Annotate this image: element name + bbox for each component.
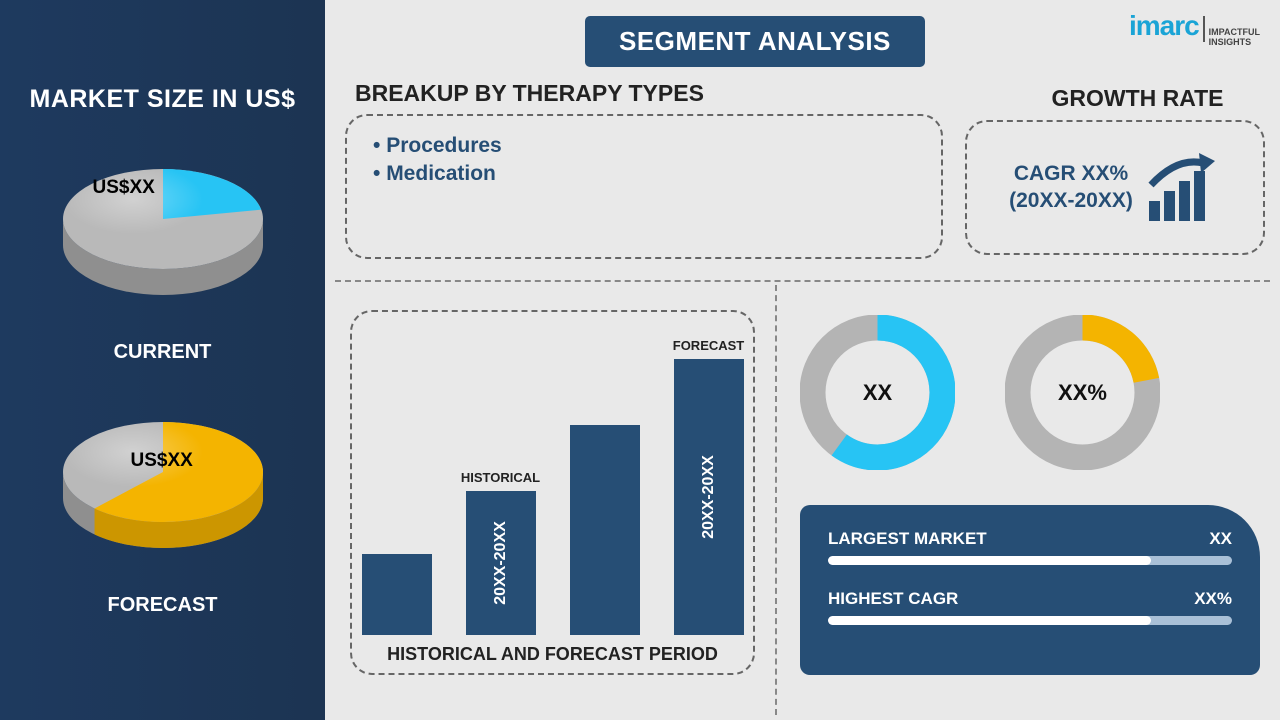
brand-logo: imarc IMPACTFULINSIGHTS (1129, 10, 1260, 48)
stat-row: LARGEST MARKET XX (828, 529, 1232, 565)
market-size-title: MARKET SIZE IN US$ (30, 85, 296, 114)
breakup-item: Procedures (373, 134, 915, 158)
stat-row: HIGHEST CAGR XX% (828, 589, 1232, 625)
stat-track (828, 616, 1232, 625)
stat-value: XX (1209, 529, 1232, 549)
horizontal-divider (335, 280, 1270, 282)
bar (362, 554, 432, 635)
pie-value-label: US$XX (131, 450, 193, 472)
bar-top-label: HISTORICAL (461, 470, 540, 485)
stat-track (828, 556, 1232, 565)
bar: HISTORICAL20XX-20XX (466, 491, 536, 635)
brand-text: imarc (1129, 10, 1199, 42)
stat-label: LARGEST MARKET (828, 529, 987, 549)
forecast-pie: US$XX (43, 412, 283, 572)
donuts-area: XX XX% (800, 315, 1160, 470)
bar-top-label: FORECAST (673, 338, 745, 353)
breakup-heading: BREAKUP BY THERAPY TYPES (355, 80, 704, 107)
right-panel: imarc IMPACTFULINSIGHTS SEGMENT ANALYSIS… (325, 0, 1280, 720)
current-pie: US$XX (43, 159, 283, 319)
pie-caption: CURRENT (114, 341, 212, 364)
brand-tagline: IMPACTFULINSIGHTS (1209, 28, 1260, 48)
stats-box: LARGEST MARKET XX HIGHEST CAGR XX% (800, 505, 1260, 675)
pie-caption: FORECAST (108, 594, 218, 617)
stat-label: HIGHEST CAGR (828, 589, 958, 609)
bar: FORECAST20XX-20XX (674, 359, 744, 635)
historical-caption: HISTORICAL AND FORECAST PERIOD (352, 644, 753, 665)
left-panel: MARKET SIZE IN US$ US$XX CURRENT US$XX FORE… (0, 0, 325, 720)
donut-center-value: XX% (1005, 315, 1160, 470)
donut-highest-cagr: XX% (1005, 315, 1160, 470)
bar-period-label: 20XX-20XX (700, 455, 718, 539)
donut-largest-market: XX (800, 315, 955, 470)
donut-center-value: XX (800, 315, 955, 470)
growth-chart-icon (1143, 149, 1221, 227)
breakup-item: Medication (373, 162, 915, 186)
segment-analysis-title: SEGMENT ANALYSIS (585, 16, 925, 67)
bar-chart: HISTORICAL20XX-20XXFORECAST20XX-20XX (352, 315, 753, 635)
cagr-text: CAGR XX%(20XX-20XX) (1009, 161, 1133, 214)
bar (570, 425, 640, 635)
pie-value-label: US$XX (93, 177, 155, 199)
stat-fill (828, 616, 1151, 625)
stat-fill (828, 556, 1151, 565)
logo-separator (1203, 16, 1205, 42)
bar-period-label: 20XX-20XX (492, 521, 510, 605)
growth-box: CAGR XX%(20XX-20XX) (965, 120, 1265, 255)
stat-value: XX% (1194, 589, 1232, 609)
vertical-divider (775, 285, 777, 715)
growth-heading: GROWTH RATE (1025, 85, 1250, 112)
historical-forecast-box: HISTORICAL20XX-20XXFORECAST20XX-20XX HIS… (350, 310, 755, 675)
breakup-box: Procedures Medication (345, 114, 943, 259)
